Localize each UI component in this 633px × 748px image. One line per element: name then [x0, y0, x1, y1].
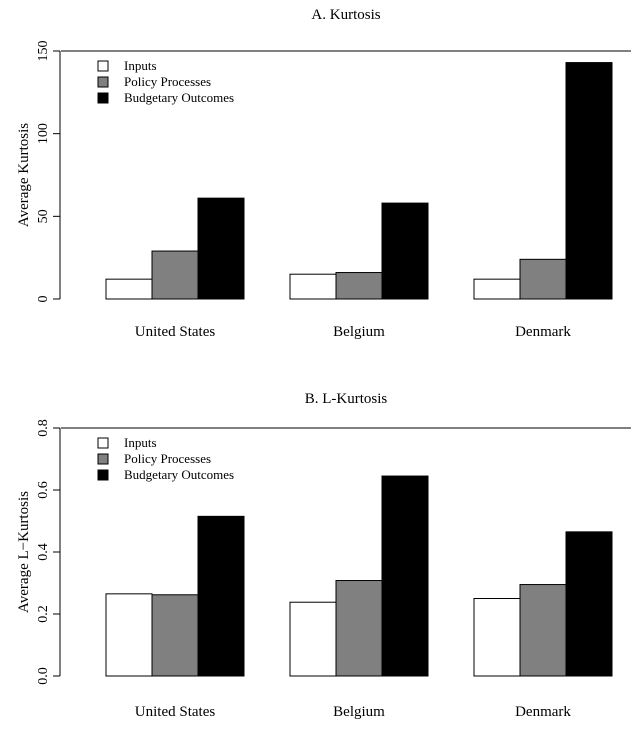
y-tick-label-a-3: 150: [36, 41, 51, 62]
panel-a-kurtosis: A. Kurtosis 0 50 100 150 Average Kurtosis Unit…: [16, 7, 631, 340]
bar-a-1-1: [335, 272, 383, 300]
category-label-a-0: United States: [135, 324, 216, 340]
bar-a-2-0: [473, 278, 521, 300]
y-tick-label-b-4: 0.8: [36, 419, 51, 437]
legend-label-a-2: Budgetary Outcomes: [124, 90, 234, 105]
bar-a-0-2: [197, 197, 245, 300]
bar-a-1-2: [381, 202, 429, 300]
legend-swatch-a-0: [97, 60, 109, 72]
y-tick-label-a-0: 0: [36, 296, 51, 303]
y-tick-label-a-2: 100: [36, 123, 51, 144]
y-tick-label-b-0: 0.0: [36, 667, 51, 685]
legend-swatch-b-0: [97, 437, 109, 449]
chart-title-b: B. L-Kurtosis: [305, 391, 388, 407]
chart-title-a: A. Kurtosis: [311, 7, 380, 23]
bar-b-2-0: [473, 598, 521, 677]
legend-label-a-0: Inputs: [124, 58, 157, 73]
y-tick-label-a-1: 50: [36, 209, 51, 223]
legend-label-b-1: Policy Processes: [124, 451, 211, 466]
bar-a-1-0: [289, 273, 337, 300]
y-tick-label-b-2: 0.4: [36, 543, 51, 561]
bar-a-0-0: [105, 278, 153, 300]
y-axis-label-a: Average Kurtosis: [16, 123, 32, 227]
legend-label-a-1: Policy Processes: [124, 74, 211, 89]
category-label-b-1: Belgium: [333, 704, 385, 720]
legend-swatch-a-1: [97, 76, 109, 88]
category-label-a-1: Belgium: [333, 324, 385, 340]
legend-swatch-b-1: [97, 453, 109, 465]
bar-a-2-1: [519, 258, 567, 300]
category-label-b-2: Denmark: [515, 704, 571, 720]
legend-swatch-b-2: [97, 469, 109, 481]
bar-b-2-2: [565, 531, 613, 677]
legend-label-b-0: Inputs: [124, 435, 157, 450]
y-tick-label-b-3: 0.6: [36, 481, 51, 499]
panel-b-l-kurtosis: B. L-Kurtosis 0.0 0.2 0.4 0.6 0.8 Average L−Ku…: [16, 391, 631, 720]
category-label-a-2: Denmark: [515, 324, 571, 340]
category-label-b-0: United States: [135, 704, 216, 720]
bar-b-1-0: [289, 601, 337, 677]
bar-a-2-2: [565, 62, 613, 300]
bar-b-0-0: [105, 593, 153, 677]
bar-b-1-1: [335, 580, 383, 677]
legend-swatch-a-2: [97, 92, 109, 104]
bar-b-2-1: [519, 584, 567, 677]
legend-label-b-2: Budgetary Outcomes: [124, 467, 234, 482]
y-tick-label-b-1: 0.2: [36, 605, 51, 623]
y-axis-label-b: Average L−Kurtosis: [16, 491, 32, 613]
bar-b-1-2: [381, 475, 429, 677]
bar-b-0-2: [197, 515, 245, 677]
bar-b-0-1: [151, 594, 199, 677]
bar-a-0-1: [151, 250, 199, 300]
